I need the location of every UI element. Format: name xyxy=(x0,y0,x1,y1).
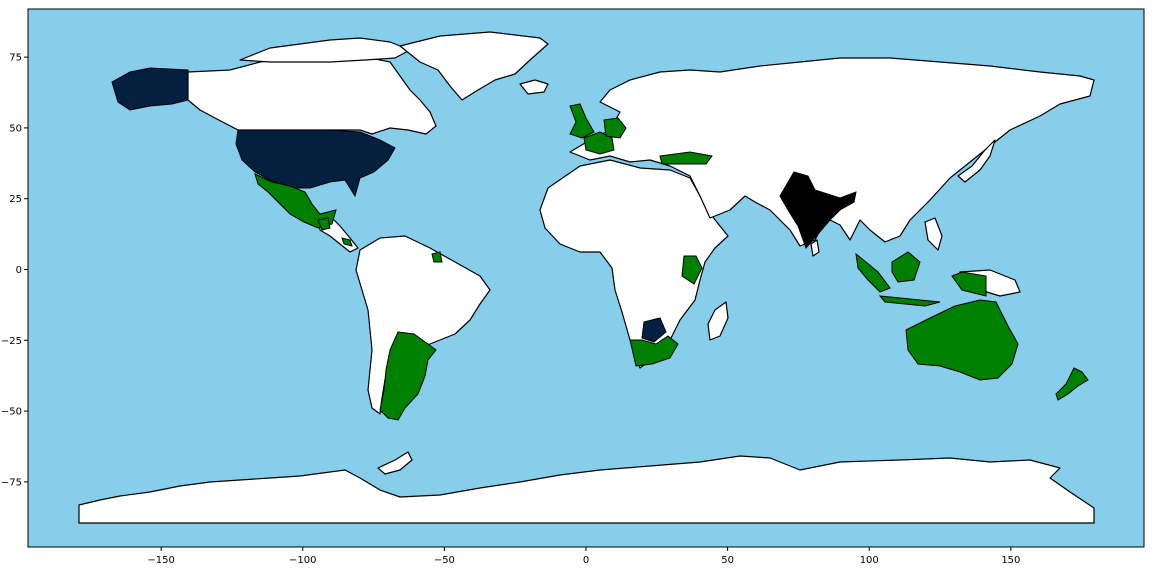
land-madagascar xyxy=(707,301,729,341)
y-tick-label: −25 xyxy=(1,336,22,347)
y-tick-label: 50 xyxy=(9,123,22,134)
country-argentina xyxy=(379,331,437,421)
x-tick-label: −50 xyxy=(434,555,455,566)
country-germany xyxy=(603,117,627,139)
country-botswana xyxy=(641,317,667,343)
land-iceland xyxy=(519,79,549,95)
country-india xyxy=(779,171,857,249)
land-philippines xyxy=(924,217,943,251)
land-japan xyxy=(957,139,996,183)
x-tick-label: 100 xyxy=(860,555,879,566)
x-tick-label: −100 xyxy=(289,555,316,566)
country-france xyxy=(583,131,615,155)
country-kenya xyxy=(681,255,703,285)
country-new-zealand xyxy=(1055,367,1089,401)
land-layer xyxy=(78,31,1095,524)
country-australia xyxy=(905,299,1019,381)
y-tick-label: −75 xyxy=(1,477,22,488)
country-south-africa xyxy=(629,335,679,367)
country-mexico xyxy=(254,173,337,229)
country-united-kingdom xyxy=(569,103,595,139)
country-united-states xyxy=(235,129,396,198)
land-antarctic-peninsula xyxy=(377,451,413,475)
x-tick-label: 50 xyxy=(721,555,734,566)
x-tick-label: 0 xyxy=(583,555,589,566)
country-costa-rica xyxy=(341,237,353,247)
country-alaska xyxy=(111,67,189,111)
country-indonesia xyxy=(855,251,987,307)
y-tick-label: 25 xyxy=(9,194,22,205)
y-tick-label: 75 xyxy=(9,53,22,64)
y-tick-label: 0 xyxy=(16,265,22,276)
land-antarctica xyxy=(78,455,1095,524)
land-eurasia xyxy=(569,57,1095,247)
country-turkey xyxy=(659,151,713,165)
x-tick-label: 150 xyxy=(1001,555,1020,566)
land-greenland xyxy=(399,31,549,101)
highlighted-countries-layer xyxy=(111,67,1089,421)
country-guatemala xyxy=(317,217,331,231)
land-sri-lanka xyxy=(810,239,820,257)
x-tick-label: −150 xyxy=(147,555,174,566)
country-suriname xyxy=(431,251,443,263)
x-axis: −150 −100 −50 0 50 100 150 xyxy=(147,547,1020,566)
y-axis: −75 −50 −25 0 25 50 75 xyxy=(1,53,28,488)
y-tick-label: −50 xyxy=(1,407,22,418)
land-africa xyxy=(539,159,729,369)
